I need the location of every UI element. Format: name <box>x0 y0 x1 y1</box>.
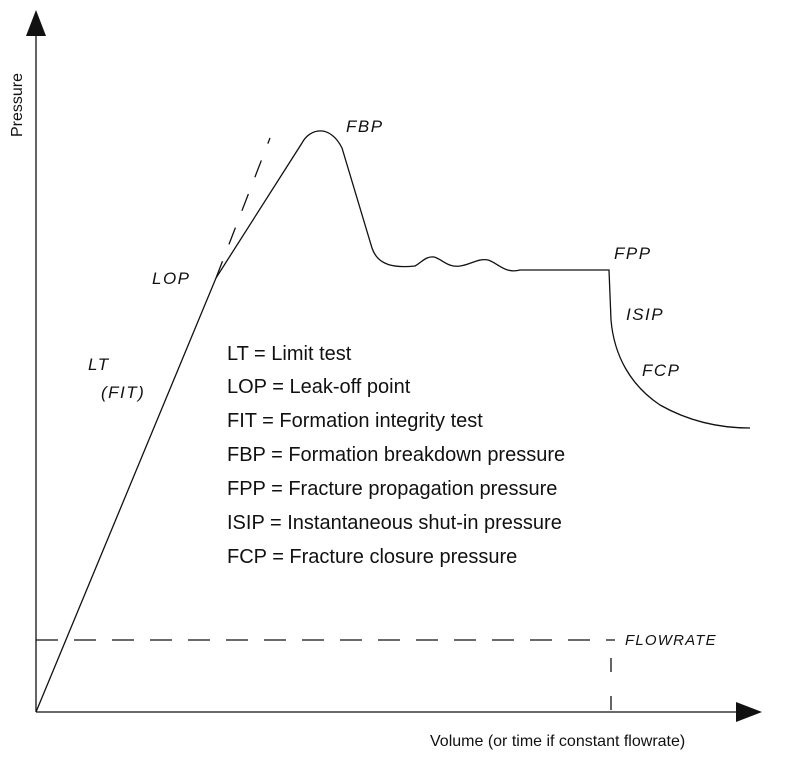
legend: LT = Limit test LOP = Leak-off point FIT… <box>227 343 565 568</box>
legend-item-fit: FIT = Formation integrity test <box>227 410 483 432</box>
label-fcp: FCP <box>642 361 681 380</box>
legend-item-fpp: FPP = Fracture propagation pressure <box>227 478 557 500</box>
label-fit: (FIT) <box>101 383 145 402</box>
label-lt: LT <box>88 355 110 374</box>
label-lop: LOP <box>152 269 191 288</box>
y-axis-label: Pressure <box>9 73 26 137</box>
label-flowrate: FLOWRATE <box>625 632 717 649</box>
legend-item-isip: ISIP = Instantaneous shut-in pressure <box>227 512 562 534</box>
legend-item-lt: LT = Limit test <box>227 343 352 365</box>
pressure-curve <box>35 130 751 713</box>
legend-item-lop: LOP = Leak-off point <box>227 376 411 398</box>
legend-item-fbp: FBP = Formation breakdown pressure <box>227 444 565 466</box>
x-axis-label: Volume (or time if constant flowrate) <box>430 733 685 750</box>
x-axis-arrowhead <box>736 702 762 722</box>
legend-item-fcp: FCP = Fracture closure pressure <box>227 546 517 568</box>
label-isip: ISIP <box>626 305 664 324</box>
lop-extrapolation-line <box>215 137 271 279</box>
label-fbp: FBP <box>346 117 384 136</box>
label-fpp: FPP <box>614 244 652 263</box>
y-axis-arrowhead <box>26 10 46 36</box>
